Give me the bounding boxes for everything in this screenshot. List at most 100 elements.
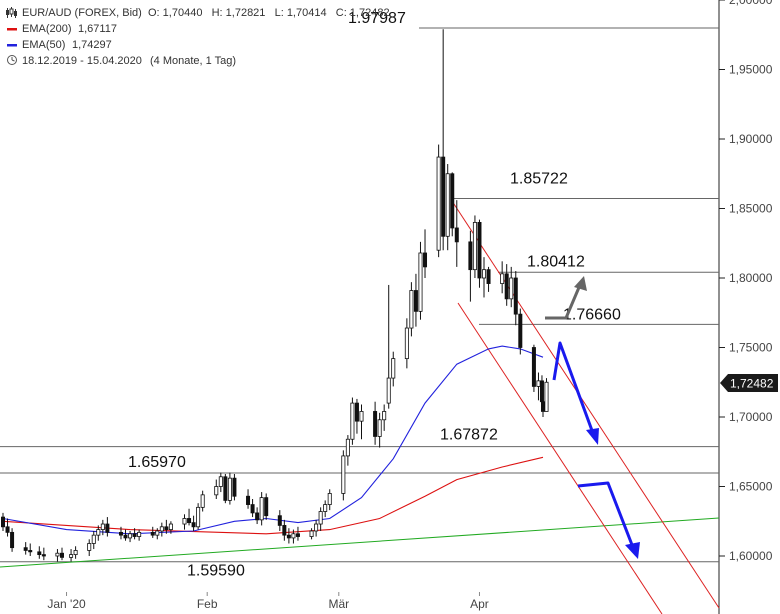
candle-body [468, 241, 473, 271]
candle [482, 257, 487, 298]
candle [187, 508, 192, 526]
candle [100, 519, 105, 536]
arrow-down-2-head [625, 542, 640, 559]
candle [345, 435, 350, 466]
candle-body [159, 526, 164, 532]
candle-body [531, 347, 536, 387]
level-label: 1.59590 [187, 563, 245, 580]
level-label: 1.65970 [128, 454, 186, 471]
candle [214, 479, 219, 500]
candle-body [100, 523, 105, 530]
legend-date-range: 18.12.2019 - 15.04.2020 [22, 55, 142, 67]
candle [518, 308, 523, 355]
candle-body [382, 411, 387, 421]
candle-body [418, 252, 423, 312]
candle-body [436, 156, 441, 251]
candle-body [295, 533, 300, 537]
candle-body [0, 516, 6, 528]
candle [223, 473, 228, 504]
candle [232, 473, 237, 501]
candle [327, 489, 332, 511]
candle [87, 539, 92, 556]
candle [182, 514, 187, 530]
candle [246, 489, 251, 509]
level-label: 1.76660 [563, 306, 621, 323]
candle-body [227, 477, 232, 501]
candle-body [536, 380, 541, 387]
candle [123, 529, 128, 541]
candle-body [341, 455, 346, 494]
x-tick-label: Apr [470, 597, 489, 611]
candle [472, 215, 477, 278]
candle-body [250, 504, 255, 514]
candle-body [513, 277, 518, 315]
candle [218, 472, 223, 493]
candle-body [486, 269, 491, 284]
candle [445, 164, 450, 251]
candle-body [69, 554, 74, 558]
candle-body [309, 530, 314, 537]
candle-body [196, 506, 201, 528]
candle [191, 515, 196, 531]
candle-body [544, 381, 549, 412]
candle-body [291, 533, 296, 539]
candle-body [318, 511, 323, 525]
price-tag-text: 1,72482 [730, 377, 774, 391]
candle [486, 266, 491, 292]
candle [227, 472, 232, 505]
candle [282, 519, 287, 541]
candle-body [445, 173, 450, 237]
candle [5, 518, 10, 537]
legend-ema200-label: EMA(200) [22, 23, 72, 35]
candle-body [28, 550, 33, 553]
candles [0, 29, 549, 562]
candle-body [10, 531, 15, 549]
candle [323, 500, 328, 518]
ema50-swatch [7, 44, 17, 47]
candle-body [264, 497, 269, 517]
candle-body [59, 552, 64, 558]
arrow-up-shaft [545, 284, 582, 320]
legend-range-detail: (4 Monate, 1 Tag) [150, 55, 236, 67]
candle-body [327, 493, 332, 505]
candle-body [504, 273, 509, 300]
candle [277, 510, 282, 531]
candle [37, 546, 42, 559]
candle [295, 526, 300, 541]
candle [132, 528, 137, 540]
candle [418, 241, 423, 320]
candle [404, 318, 409, 369]
candle-body [73, 550, 78, 556]
candle [436, 144, 441, 258]
candle-body [55, 552, 60, 557]
candle [55, 549, 60, 562]
candle-body [218, 476, 223, 487]
candle [441, 29, 446, 251]
candle [91, 530, 96, 550]
candle-body [223, 476, 228, 501]
candle [250, 499, 255, 518]
candle-body [359, 411, 364, 422]
candle [59, 547, 64, 561]
candle-body [37, 551, 42, 556]
candle-body [391, 358, 396, 379]
candle [318, 507, 323, 531]
forecast-arrows [545, 276, 640, 559]
candle-body [354, 402, 359, 422]
trend-channel [0, 200, 720, 614]
candle [10, 528, 15, 552]
price-tag-shape [720, 374, 778, 392]
candle [409, 282, 414, 337]
candle-body [472, 221, 477, 271]
candle-body [187, 518, 192, 524]
current-price-tag: 1,72482 [720, 374, 778, 392]
level-label: 1.97987 [348, 10, 406, 27]
candle [468, 230, 473, 302]
candle-body [509, 277, 514, 300]
arrow-down-2-shaft [577, 481, 636, 551]
candle-body [200, 494, 205, 508]
candle [544, 378, 549, 412]
candle [513, 271, 518, 326]
channel-lower-line [457, 302, 663, 614]
candle-body [454, 227, 459, 243]
